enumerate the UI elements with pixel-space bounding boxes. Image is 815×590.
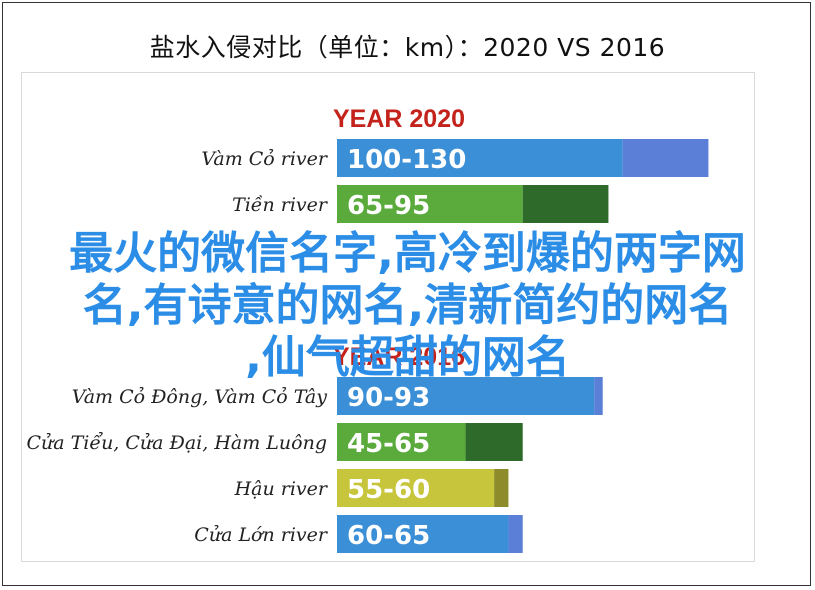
category-label: Cửa Lớn river xyxy=(194,524,329,546)
data-label: 55-60 xyxy=(347,475,430,505)
bar-lower xyxy=(337,515,509,553)
category-label: Vàm Cỏ Đông, Vàm Cỏ Tây xyxy=(72,386,328,408)
bar-range xyxy=(622,139,709,177)
bar-range xyxy=(494,469,509,507)
bar-lower xyxy=(337,185,523,223)
panel-title-2: YEAR 2016 xyxy=(333,343,465,371)
category-label: Hậu river xyxy=(234,478,329,500)
data-label: 65-95 xyxy=(347,191,430,221)
category-label: Cửa Tiểu, Cửa Đại, Hàm Luông xyxy=(26,432,327,454)
category-label: Vàm Cỏ river xyxy=(201,148,329,170)
bar-lower xyxy=(337,139,623,177)
chart-image-panel: YEAR 2020 Vàm Cỏ river 100-130 Tiền river 65… xyxy=(21,72,755,562)
bar-range xyxy=(594,377,603,415)
data-label: 100-130 xyxy=(347,145,466,175)
bar-range xyxy=(508,515,523,553)
panel-title-1: YEAR 2020 xyxy=(333,105,465,133)
data-label: 90-93 xyxy=(347,383,430,413)
bar-range xyxy=(522,185,609,223)
bar-lower xyxy=(337,469,495,507)
chart-title: 盐水入侵对比（单位：km）：2020 VS 2016 xyxy=(149,33,666,62)
data-label: 45-65 xyxy=(347,429,430,459)
bar-range xyxy=(465,423,523,461)
category-label: Tiền river xyxy=(232,194,329,216)
bar-lower xyxy=(337,423,466,461)
data-label: 60-65 xyxy=(347,521,430,551)
bar-lower xyxy=(337,377,595,415)
